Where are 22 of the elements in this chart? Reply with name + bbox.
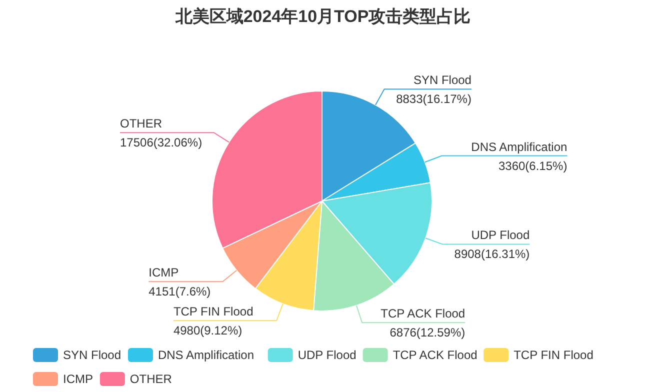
legend-label: UDP Flood [298, 348, 356, 362]
data-label: 8908(16.31%) [454, 247, 530, 262]
slice-label: ICMP [148, 266, 179, 280]
legend-label: ICMP [63, 372, 93, 386]
legend-label: OTHER [130, 372, 172, 386]
data-label: 3360(6.15%) [498, 158, 568, 173]
slice-label: DNS Amplification [471, 140, 568, 154]
slice-label: UDP Flood [471, 228, 530, 242]
chart-title: 北美区域2024年10月TOP攻击类型占比 [174, 7, 471, 26]
data-label: 4151(7.6%) [148, 284, 211, 299]
legend-label: TCP ACK Flood [392, 348, 478, 362]
data-label: 6876(12.59%) [390, 326, 466, 340]
legend-label: TCP FIN Flood [514, 348, 594, 362]
data-label: 17506(32.06%) [120, 136, 202, 150]
slice-label: SYN Flood [413, 73, 472, 88]
slice-label: TCP FIN Flood [173, 304, 254, 319]
data-label: 8833(16.17%) [396, 92, 472, 106]
slice-label: OTHER [120, 116, 162, 131]
data-label: 4980(9.12%) [173, 324, 242, 338]
legend-label: DNS Amplification [158, 348, 254, 362]
legend-label: SYN Flood [63, 348, 122, 362]
slice-label: TCP ACK Flood [380, 306, 466, 321]
